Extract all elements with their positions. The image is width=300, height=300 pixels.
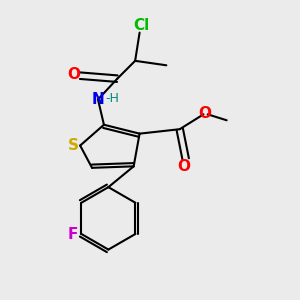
Text: O: O xyxy=(198,106,211,121)
Text: O: O xyxy=(178,159,191,174)
Text: O: O xyxy=(67,67,80,82)
Text: Cl: Cl xyxy=(133,18,149,33)
Text: S: S xyxy=(68,138,79,153)
Text: N: N xyxy=(92,92,104,107)
Text: F: F xyxy=(67,227,78,242)
Text: -H: -H xyxy=(105,92,119,105)
